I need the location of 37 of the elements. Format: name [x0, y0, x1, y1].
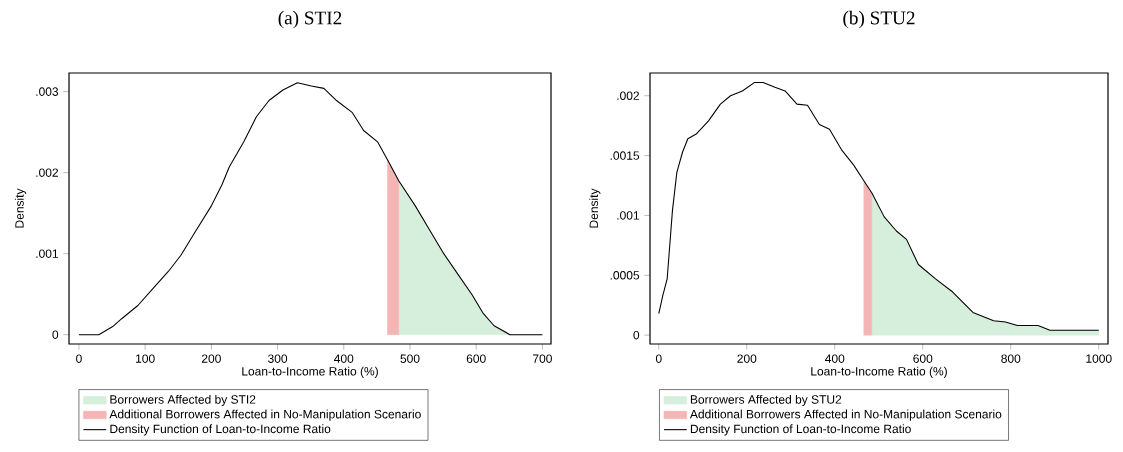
legend-label: Density Function of Loan-to-Income Ratio: [110, 424, 331, 436]
y-axis-title: Density: [589, 188, 601, 228]
x-tick-label: 400: [334, 354, 354, 363]
x-tick-label: 700: [533, 354, 552, 363]
x-tick-label: 600: [913, 354, 933, 363]
legend-label: Borrowers Affected by STI2: [110, 394, 256, 407]
y-tick-label: .001: [617, 211, 640, 220]
x-tick-label: 600: [466, 354, 486, 363]
legend-label: Density Function of Loan-to-Income Ratio: [690, 424, 911, 436]
x-tick-label: 100: [136, 354, 155, 363]
y-tick-label: .003: [36, 87, 59, 96]
x-tick-label: 200: [737, 354, 757, 363]
legend-label: Borrowers Affected by STU2: [690, 394, 842, 407]
x-tick-label: 0: [76, 354, 82, 363]
legend-label: Additional Borrowers Affected in No-Manipulation Scenario: [689, 409, 1002, 421]
line-series: [78, 82, 543, 336]
line-series: [658, 82, 1100, 331]
chart-title: (a) STI2: [278, 10, 342, 29]
y-tick-label: .002: [617, 91, 639, 100]
y-tick-label: 0: [52, 330, 59, 339]
y-tick-label: .002: [36, 168, 58, 177]
x-axis-title: Loan-to-Income Ratio (%): [811, 366, 947, 378]
y-tick-label: 0: [633, 330, 640, 340]
x-tick-label: 0: [655, 354, 662, 363]
x-tick-label: 1000: [1086, 354, 1112, 363]
y-tick-label: .0015: [610, 151, 640, 160]
y-tick-label: .0005: [610, 271, 640, 280]
x-tick-label: 500: [400, 354, 420, 363]
x-tick-label: 300: [268, 354, 288, 363]
chart-title: (b) STU2: [843, 10, 915, 29]
legend-label: Additional Borrowers Affected in No-Manipulation Scenario: [109, 409, 421, 421]
x-tick-label: 200: [201, 354, 221, 363]
x-tick-label: 400: [825, 354, 845, 363]
y-tick-label: .001: [36, 249, 59, 258]
y-axis-title: Density: [14, 188, 27, 228]
x-axis-title: Loan-to-Income Ratio (%): [242, 366, 378, 378]
x-tick-label: 800: [1001, 354, 1021, 363]
